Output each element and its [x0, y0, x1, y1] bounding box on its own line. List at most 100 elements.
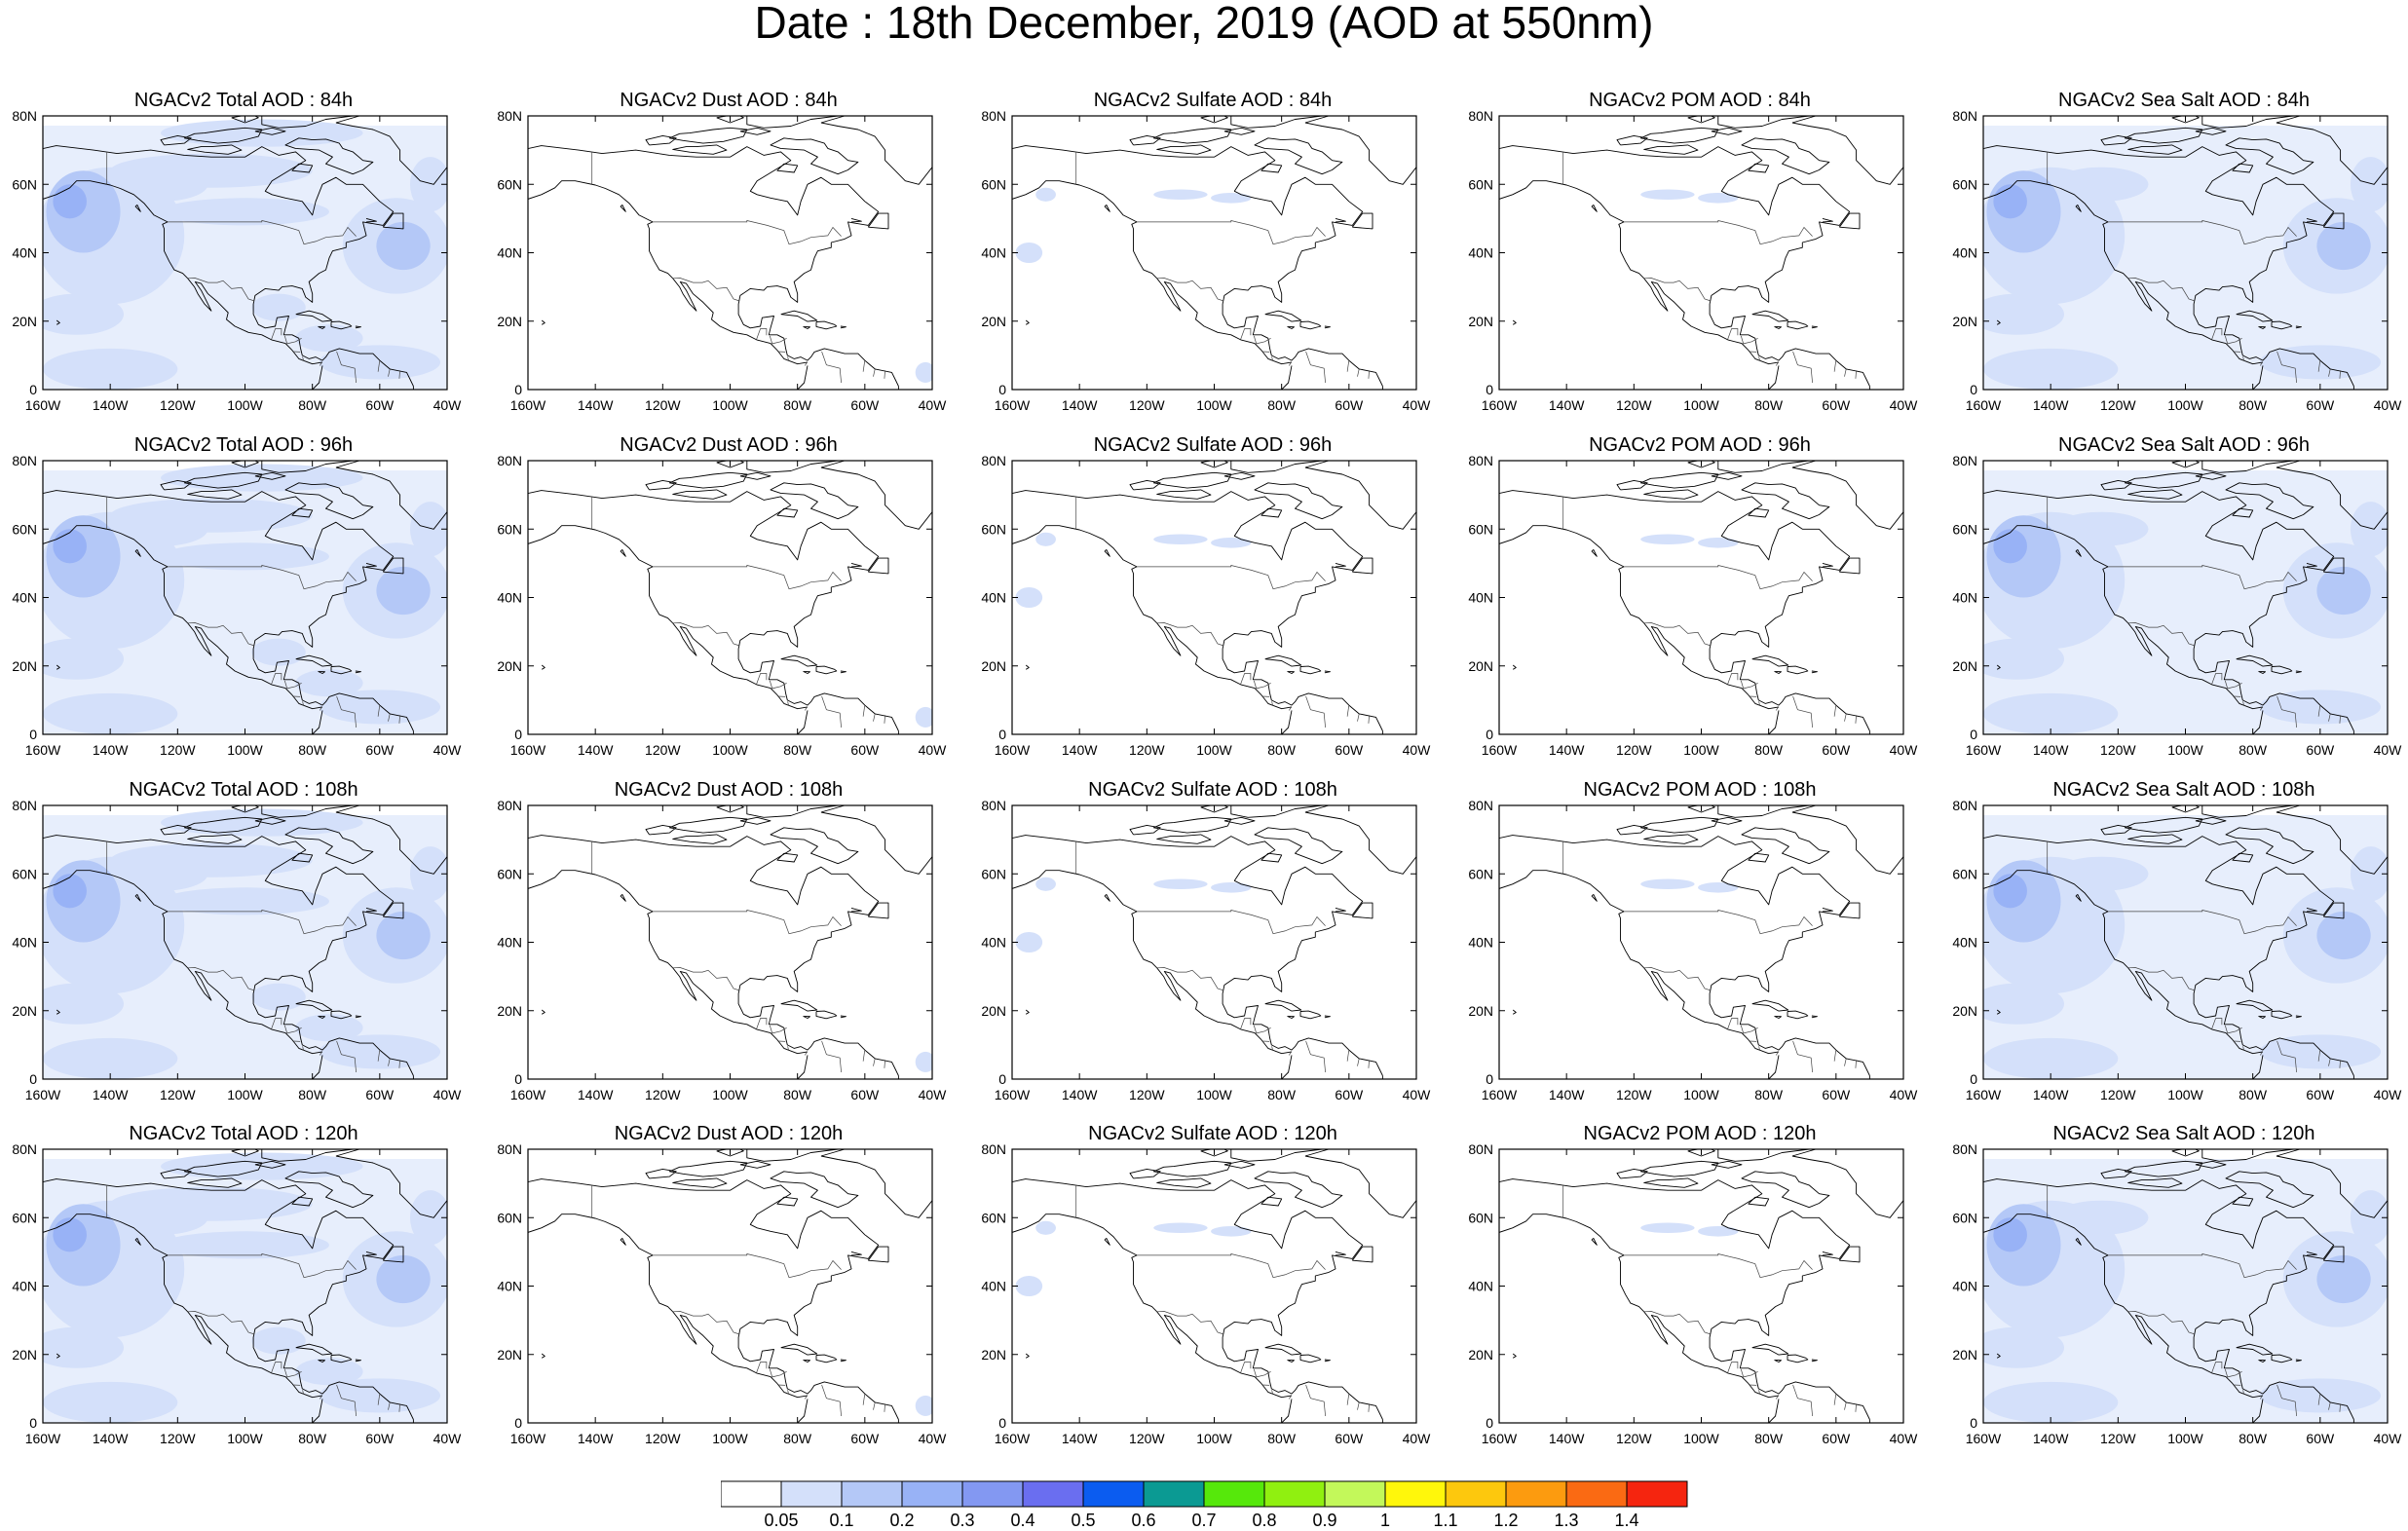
coastline — [1751, 310, 1789, 322]
border-line — [1776, 362, 1779, 366]
coastline — [1287, 1015, 1295, 1019]
map-svg: 160W 140W 120W 100W 80W 60W 40W 0 20N 40N 60N 80N — [1952, 453, 2403, 758]
border-line — [2260, 1396, 2263, 1400]
border-line — [1137, 220, 1326, 245]
coastline — [2295, 325, 2302, 329]
coastline — [770, 827, 859, 865]
colorbar-label: 0.2 — [889, 1511, 914, 1530]
border-line — [302, 1390, 305, 1395]
coastline — [746, 461, 840, 473]
coastline — [840, 325, 847, 329]
coastline — [1254, 1171, 1343, 1209]
x-tick-label: 80W — [2239, 1087, 2268, 1102]
coastline — [2124, 816, 2203, 834]
border-line — [1643, 1311, 1712, 1335]
coastline — [1304, 805, 1416, 875]
border-line — [2276, 1384, 2297, 1417]
colorbar-swatch — [1324, 1480, 1386, 1508]
border-line — [168, 910, 357, 935]
coastline — [1983, 180, 2264, 365]
map-svg: 160W 140W 120W 100W 80W 60W 40W 0 20N 40N 60N 80N — [1468, 1141, 1918, 1446]
aod-plume-pacific-swirl — [53, 184, 87, 219]
aod-plume-canada-band — [110, 153, 313, 188]
y-tick-label: 40N — [497, 935, 522, 951]
map-panel-pom-96h: NGACv2 POM AOD : 96h 160W 140W 120W 100W 80W 6… — [1456, 434, 1934, 775]
coastline — [1616, 1168, 1648, 1179]
coastline — [330, 1354, 353, 1363]
coastline — [1156, 144, 1212, 155]
coastline — [318, 1015, 325, 1019]
coastline — [1304, 116, 1416, 185]
coastline — [1299, 665, 1322, 675]
coastline — [1774, 1359, 1782, 1363]
coastline — [1299, 1010, 1322, 1020]
x-tick-label: 160W — [1966, 1431, 2002, 1446]
y-tick-label: 80N — [981, 108, 1006, 124]
panel-title: NGACv2 Dust AOD : 108h — [614, 779, 844, 801]
coastline — [803, 1359, 810, 1363]
x-tick-label: 40W — [1890, 1087, 1919, 1102]
border-line — [2317, 360, 2321, 372]
y-tick-label: 0 — [514, 1415, 522, 1431]
map-svg: 160W 140W 120W 100W 80W 60W 40W 0 20N 40N 60N 80N — [981, 453, 1431, 758]
border-line — [2339, 1060, 2341, 1068]
coastline — [1304, 461, 1416, 530]
y-tick-label: 80N — [981, 1141, 1006, 1157]
border-line — [672, 967, 740, 991]
x-tick-label: 40W — [2374, 742, 2403, 758]
border-line — [2339, 370, 2341, 379]
coastline — [2236, 654, 2274, 667]
borders — [1562, 1184, 1857, 1417]
coastline — [2225, 482, 2314, 520]
y-tick-label: 60N — [12, 866, 37, 881]
main-title: Date : 18th December, 2019 (AOD at 550nm… — [754, 0, 1654, 48]
border-line — [769, 680, 787, 690]
coastline — [840, 670, 847, 674]
border-line — [1727, 673, 1739, 685]
aod-field — [43, 461, 447, 734]
x-tick-label: 140W — [1549, 1431, 1585, 1446]
coastline — [1639, 1160, 1719, 1177]
coastline — [312, 1055, 323, 1079]
coastline — [1223, 471, 1256, 480]
aod-plume-canada-streak — [1640, 189, 1695, 201]
coastline — [1104, 893, 1110, 902]
x-tick-label: 120W — [645, 1431, 681, 1446]
border-line — [377, 1394, 381, 1405]
x-tick-label: 60W — [365, 742, 395, 758]
aod-plume-canada-streak — [1698, 1226, 1739, 1237]
coastline — [1152, 816, 1232, 834]
y-tick-label: 80N — [981, 453, 1006, 468]
coastline — [295, 1343, 333, 1356]
x-tick-label: 120W — [645, 397, 681, 413]
coastline — [1811, 325, 1818, 329]
coastline — [1512, 664, 1517, 670]
border-line — [1156, 1311, 1224, 1335]
borders — [591, 151, 885, 384]
coastlines — [1983, 461, 2388, 734]
coastline — [295, 310, 333, 322]
coastline — [1741, 827, 1830, 865]
map-background — [528, 1149, 932, 1423]
border-line — [2260, 1052, 2263, 1056]
coastline — [541, 319, 546, 325]
x-tick-label: 40W — [919, 1087, 948, 1102]
panel-title: NGACv2 Sea Salt AOD : 84h — [2058, 90, 2310, 111]
x-tick-label: 160W — [1482, 742, 1518, 758]
map-background — [1012, 116, 1416, 390]
coastline — [528, 525, 809, 710]
border-line — [1289, 362, 1292, 366]
x-tick-label: 40W — [433, 1431, 463, 1446]
coastline — [1996, 1009, 2001, 1015]
border-line — [302, 356, 305, 361]
x-tick-label: 100W — [2167, 397, 2203, 413]
coastlines — [528, 116, 932, 390]
x-tick-label: 160W — [1482, 397, 1518, 413]
map-panel-seasalt-96h: NGACv2 Sea Salt AOD : 96h 160W 140W 120W 100… — [1940, 434, 2408, 775]
border-line — [1844, 713, 1847, 722]
border-line — [377, 1050, 381, 1062]
aod-plume-atlantic-plume — [409, 846, 447, 902]
coastline — [1499, 180, 1780, 365]
border-line — [1792, 1040, 1813, 1073]
coastline — [1335, 217, 1346, 223]
